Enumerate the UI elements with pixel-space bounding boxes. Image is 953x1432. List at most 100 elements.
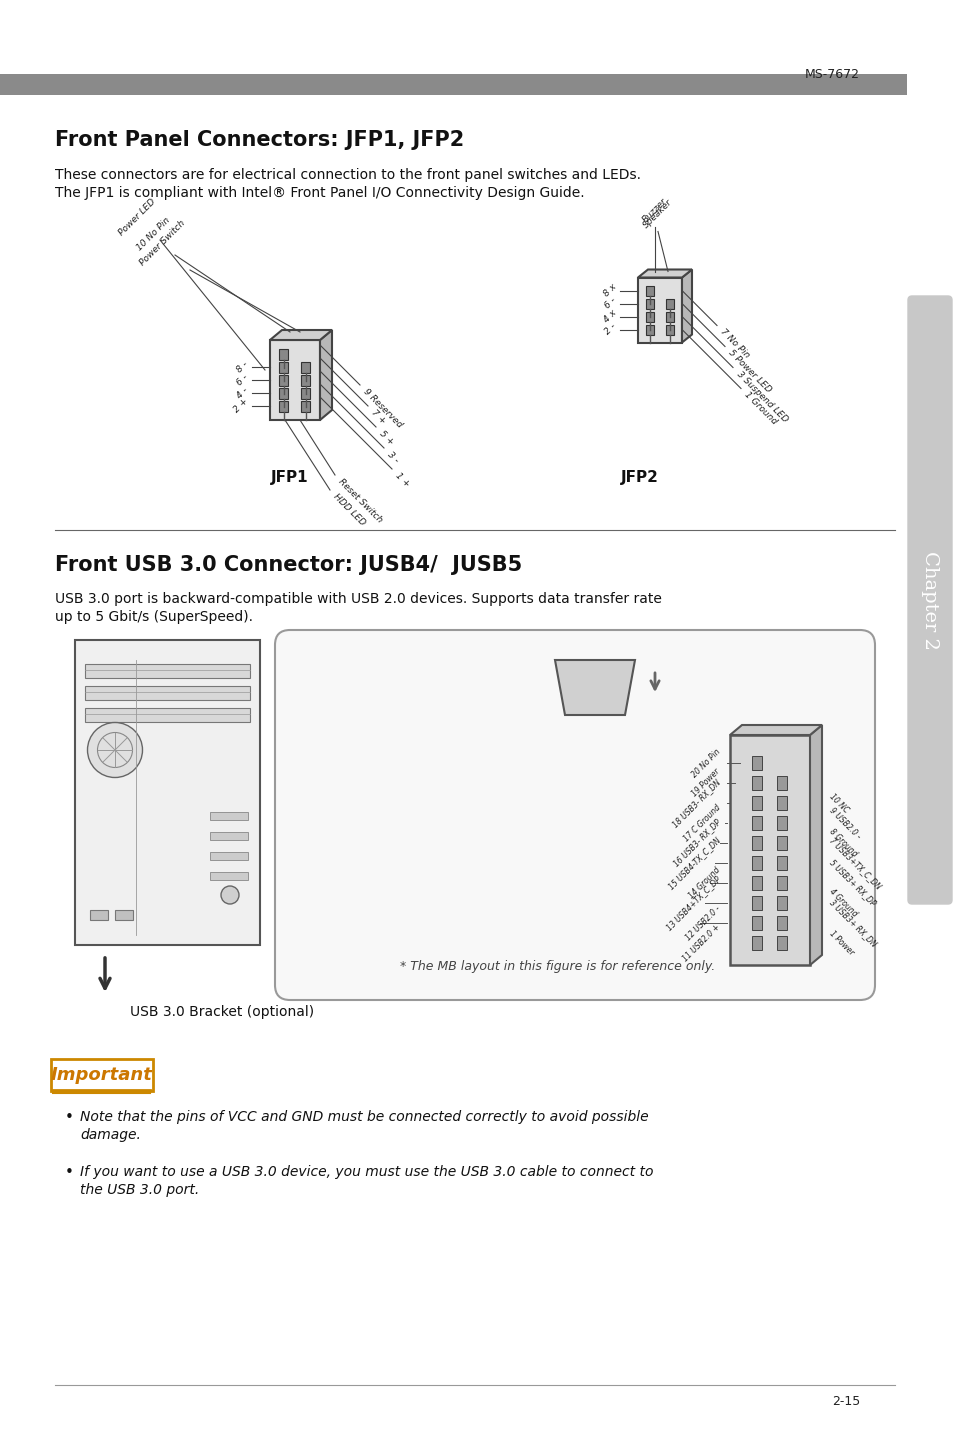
Text: The JFP1 is compliant with Intel® Front Panel I/O Connectivity Design Guide.: The JFP1 is compliant with Intel® Front … <box>55 186 584 200</box>
Bar <box>752 896 761 909</box>
Text: 7 USB3+TX_C_DN: 7 USB3+TX_C_DN <box>827 835 882 891</box>
Text: 9 Reserved: 9 Reserved <box>361 387 404 430</box>
Text: 2-15: 2-15 <box>831 1395 859 1408</box>
Polygon shape <box>638 269 691 278</box>
Text: MS-7672: MS-7672 <box>804 67 859 82</box>
Bar <box>665 312 673 322</box>
Bar <box>752 836 761 851</box>
Text: up to 5 Gbit/s (SuperSpeed).: up to 5 Gbit/s (SuperSpeed). <box>55 610 253 624</box>
Bar <box>270 339 319 420</box>
Bar <box>301 388 310 398</box>
Bar <box>115 909 132 919</box>
Text: 3 -: 3 - <box>386 450 400 465</box>
Bar <box>75 640 260 945</box>
Text: Note that the pins of VCC and GND must be connected correctly to avoid possible: Note that the pins of VCC and GND must b… <box>80 1110 648 1124</box>
Text: 4 Ground: 4 Ground <box>827 888 859 919</box>
Bar <box>279 401 288 411</box>
Text: Power LED: Power LED <box>116 196 157 238</box>
Text: 1 +: 1 + <box>394 471 412 488</box>
Bar <box>279 361 288 372</box>
Bar <box>210 852 248 861</box>
Text: 5 +: 5 + <box>377 430 395 447</box>
Text: 1 Ground: 1 Ground <box>742 391 779 427</box>
Text: USB 3.0 port is backward-compatible with USB 2.0 devices. Supports data transfer: USB 3.0 port is backward-compatible with… <box>55 591 661 606</box>
Polygon shape <box>319 329 332 420</box>
Bar <box>301 401 310 411</box>
Text: 2 +: 2 + <box>232 397 250 415</box>
Text: 18 USB3- RX_DN: 18 USB3- RX_DN <box>670 778 721 829</box>
Text: 6 -: 6 - <box>235 372 250 388</box>
Bar <box>777 816 786 831</box>
Text: HDD LED: HDD LED <box>332 493 367 527</box>
FancyBboxPatch shape <box>51 1060 152 1091</box>
Bar <box>777 856 786 871</box>
Text: damage.: damage. <box>80 1128 141 1141</box>
Text: 6 -: 6 - <box>602 296 618 311</box>
Bar <box>777 937 786 949</box>
Text: 17 C Ground: 17 C Ground <box>680 803 721 843</box>
Text: 19 Power: 19 Power <box>690 768 721 799</box>
Text: Reset Switch: Reset Switch <box>336 477 384 524</box>
Text: 10 No Pin: 10 No Pin <box>135 215 172 252</box>
Bar <box>85 686 250 700</box>
Text: 3 Suspend LED: 3 Suspend LED <box>734 369 789 424</box>
Polygon shape <box>681 269 691 342</box>
Text: JFP1: JFP1 <box>271 470 309 485</box>
Text: * The MB layout in this figure is for reference only.: * The MB layout in this figure is for re… <box>399 959 715 972</box>
Bar <box>777 916 786 929</box>
FancyBboxPatch shape <box>907 296 951 904</box>
Bar <box>729 735 809 965</box>
Bar <box>752 937 761 949</box>
Text: 15 USB4-TX_C_DN: 15 USB4-TX_C_DN <box>666 835 721 891</box>
Text: •: • <box>65 1166 73 1180</box>
Text: •: • <box>65 1110 73 1126</box>
Text: Buzzer: Buzzer <box>640 196 668 225</box>
Text: 11 USB2.0 +: 11 USB2.0 + <box>680 922 721 964</box>
Text: USB 3.0 Bracket (optional): USB 3.0 Bracket (optional) <box>130 1005 314 1020</box>
Bar <box>752 756 761 770</box>
Bar <box>777 796 786 811</box>
Text: 13 USB4+TX_C_DP: 13 USB4+TX_C_DP <box>663 874 721 932</box>
Text: the USB 3.0 port.: the USB 3.0 port. <box>80 1183 199 1197</box>
Text: Front USB 3.0 Connector: JUSB4/  JUSB5: Front USB 3.0 Connector: JUSB4/ JUSB5 <box>55 556 521 576</box>
Bar <box>90 909 108 919</box>
Bar <box>279 375 288 385</box>
Bar <box>210 832 248 841</box>
Bar <box>645 325 654 335</box>
Text: Front Panel Connectors: JFP1, JFP2: Front Panel Connectors: JFP1, JFP2 <box>55 130 464 150</box>
Text: 8 Ground: 8 Ground <box>827 828 859 859</box>
Bar <box>279 348 288 359</box>
Text: 7 No Pin: 7 No Pin <box>719 328 751 361</box>
Polygon shape <box>809 725 821 965</box>
Bar <box>638 278 681 342</box>
Text: 20 No Pin: 20 No Pin <box>689 748 721 779</box>
Bar <box>665 325 673 335</box>
Bar <box>301 361 310 372</box>
Text: 16 USB3- RX_DP: 16 USB3- RX_DP <box>671 818 721 868</box>
Text: 5 Power LED: 5 Power LED <box>726 348 773 395</box>
Text: Important: Important <box>51 1065 152 1084</box>
Bar <box>777 776 786 790</box>
Bar <box>752 796 761 811</box>
Text: 14 Ground: 14 Ground <box>686 865 721 901</box>
Bar <box>752 916 761 929</box>
Text: 4 x: 4 x <box>601 308 618 325</box>
Text: Power Switch: Power Switch <box>138 218 187 266</box>
Bar <box>665 298 673 308</box>
Text: If you want to use a USB 3.0 device, you must use the USB 3.0 cable to connect t: If you want to use a USB 3.0 device, you… <box>80 1166 653 1179</box>
Bar <box>752 776 761 790</box>
Bar <box>645 312 654 322</box>
Polygon shape <box>729 725 821 735</box>
Text: 2 -: 2 - <box>602 322 618 337</box>
Bar <box>777 836 786 851</box>
Text: 5 USB3+ RX_DP: 5 USB3+ RX_DP <box>827 858 877 908</box>
Bar <box>301 375 310 385</box>
Bar <box>210 872 248 881</box>
Bar <box>645 285 654 295</box>
Bar <box>645 298 654 308</box>
Bar <box>279 388 288 398</box>
Polygon shape <box>270 329 332 339</box>
Bar <box>752 876 761 891</box>
Bar <box>752 816 761 831</box>
Bar <box>0 74 906 95</box>
